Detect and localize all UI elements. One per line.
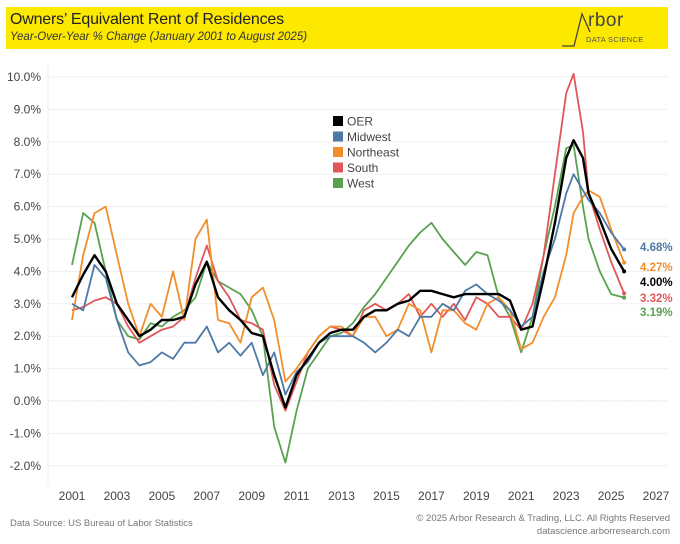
website-link[interactable]: datascience.arborresearch.com (536, 526, 670, 537)
x-tick-label: 2023 (553, 489, 580, 503)
legend-label-west: West (347, 177, 375, 191)
legend-swatch-oer (333, 116, 343, 126)
legend-label-northeast: Northeast (347, 146, 400, 160)
chart-title: Owners’ Equivalent Rent of Residences (10, 11, 284, 28)
y-tick-label: 3.0% (14, 297, 42, 311)
y-tick-label: 2.0% (14, 329, 42, 343)
y-tick-label: 8.0% (14, 135, 42, 149)
grid-lines (47, 62, 668, 484)
x-tick-label: 2011 (284, 489, 310, 503)
end-point-west (622, 295, 627, 300)
y-tick-label: -2.0% (10, 459, 42, 473)
legend-swatch-west (333, 178, 343, 188)
y-tick-label: 6.0% (14, 200, 42, 214)
chart-subtitle: Year-Over-Year % Change (January 2001 to… (10, 31, 308, 43)
y-tick-label: 1.0% (14, 362, 42, 376)
x-tick-label: 2015 (373, 489, 400, 503)
y-tick-label: 7.0% (14, 167, 42, 181)
x-tick-label: 2019 (463, 489, 490, 503)
x-tick-label: 2009 (238, 489, 265, 503)
legend-label-south: South (347, 161, 378, 175)
series-line-midwest (71, 173, 625, 396)
logo-wordmark: rbor (588, 10, 624, 31)
end-point-midwest (622, 247, 627, 252)
end-labels: 4.00% 4.68% 4.27% 3.32% 3.19% (640, 242, 673, 319)
x-tick-label: 2001 (59, 489, 86, 503)
x-tick-label: 2003 (104, 489, 131, 503)
x-tick-label: 2021 (508, 489, 535, 503)
end-label-south: 3.32% (640, 293, 673, 305)
x-tick-label: 2017 (418, 489, 445, 503)
end-label-oer: 4.00% (640, 277, 673, 289)
y-tick-label: 9.0% (14, 102, 42, 116)
end-point-northeast (622, 260, 627, 265)
copyright: © 2025 Arbor Research & Trading, LLC. Al… (416, 513, 670, 524)
legend-label-midwest: Midwest (347, 130, 392, 144)
logo-subtitle: DATA SCIENCE (586, 35, 644, 44)
series-line-oer (70, 138, 626, 409)
chart-header: Owners’ Equivalent Rent of Residences Ye… (6, 7, 668, 49)
y-tick-label: 4.0% (14, 264, 42, 278)
end-label-west: 3.19% (640, 307, 673, 319)
y-tick-label: -1.0% (10, 426, 42, 440)
y-axis: -2.0% -1.0% 0.0% 1.0% 2.0% 3.0% 4.0% 5.0% 6.0% 7.… (7, 70, 41, 473)
legend-swatch-northeast (333, 147, 343, 157)
end-label-midwest: 4.68% (640, 242, 673, 254)
end-point-oer (622, 269, 627, 274)
x-tick-label: 2027 (643, 489, 670, 503)
y-tick-label: 10.0% (7, 70, 41, 84)
legend-swatch-midwest (333, 131, 343, 142)
legend-swatch-south (333, 162, 343, 173)
arbor-logo-mark-icon (562, 12, 591, 47)
copyright-block: © 2025 Arbor Research & Trading, LLC. Al… (416, 512, 670, 538)
end-point-south (622, 291, 627, 296)
end-label-northeast: 4.27% (640, 262, 673, 274)
x-axis: 2001 2003 2005 2007 2009 2011 2013 2015 2017 2019… (59, 489, 670, 503)
legend-label-oer: OER (347, 115, 373, 129)
arbor-logo: rbor DATA SCIENCE (560, 10, 650, 48)
x-tick-label: 2007 (193, 489, 220, 503)
y-tick-label: 5.0% (14, 232, 42, 246)
data-source: Data Source: US Bureau of Labor Statisti… (10, 518, 193, 529)
x-tick-label: 2005 (148, 489, 175, 503)
x-tick-label: 2025 (598, 489, 625, 503)
series-lines (70, 72, 627, 464)
x-tick-label: 2013 (328, 489, 355, 503)
series-line-west (71, 144, 625, 464)
y-tick-label: 0.0% (14, 394, 42, 408)
